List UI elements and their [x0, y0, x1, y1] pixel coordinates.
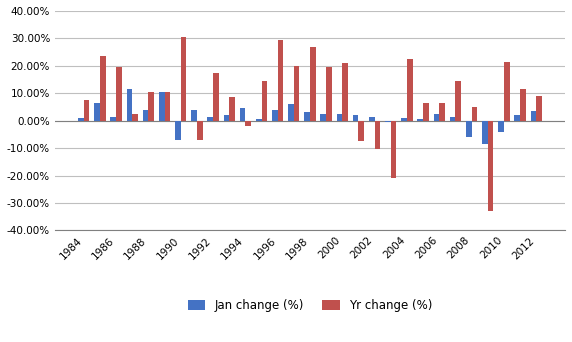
Bar — [326, 67, 332, 121]
Bar — [191, 110, 197, 121]
Bar — [418, 119, 423, 121]
Bar — [498, 121, 504, 132]
Bar — [272, 110, 277, 121]
Bar — [407, 59, 412, 121]
Bar — [385, 121, 391, 122]
Bar — [126, 89, 132, 121]
Bar — [229, 97, 235, 121]
Bar — [165, 92, 170, 121]
Bar — [520, 89, 526, 121]
Bar — [359, 121, 364, 141]
Bar — [369, 117, 375, 121]
Bar — [240, 108, 245, 121]
Bar — [439, 103, 445, 121]
Bar — [320, 114, 326, 121]
Bar — [294, 66, 300, 121]
Bar — [261, 81, 267, 121]
Bar — [455, 81, 461, 121]
Bar — [450, 117, 455, 121]
Bar — [466, 121, 471, 137]
Bar — [110, 117, 116, 121]
Bar — [181, 37, 186, 121]
Bar — [304, 113, 310, 121]
Bar — [197, 121, 202, 140]
Bar — [84, 100, 89, 121]
Bar — [536, 96, 542, 121]
Bar — [488, 121, 494, 211]
Bar — [78, 118, 84, 121]
Bar — [337, 114, 342, 121]
Bar — [277, 40, 283, 121]
Bar — [132, 114, 138, 121]
Bar — [256, 119, 261, 121]
Bar — [310, 47, 316, 121]
Bar — [402, 118, 407, 121]
Bar — [353, 115, 359, 121]
Bar — [471, 107, 477, 121]
Bar — [94, 103, 100, 121]
Bar — [375, 121, 380, 149]
Bar — [342, 63, 348, 121]
Bar — [159, 92, 165, 121]
Bar — [224, 115, 229, 121]
Bar — [391, 121, 396, 178]
Bar — [175, 121, 181, 140]
Bar — [531, 111, 536, 121]
Bar — [504, 62, 510, 121]
Bar — [288, 104, 294, 121]
Bar — [208, 117, 213, 121]
Bar — [116, 67, 122, 121]
Bar — [213, 73, 219, 121]
Bar — [434, 114, 439, 121]
Bar — [514, 115, 520, 121]
Bar — [148, 92, 154, 121]
Bar — [245, 121, 251, 126]
Legend: Jan change (%), Yr change (%): Jan change (%), Yr change (%) — [183, 294, 437, 317]
Bar — [143, 110, 148, 121]
Bar — [482, 121, 488, 144]
Bar — [100, 56, 106, 121]
Bar — [423, 103, 429, 121]
